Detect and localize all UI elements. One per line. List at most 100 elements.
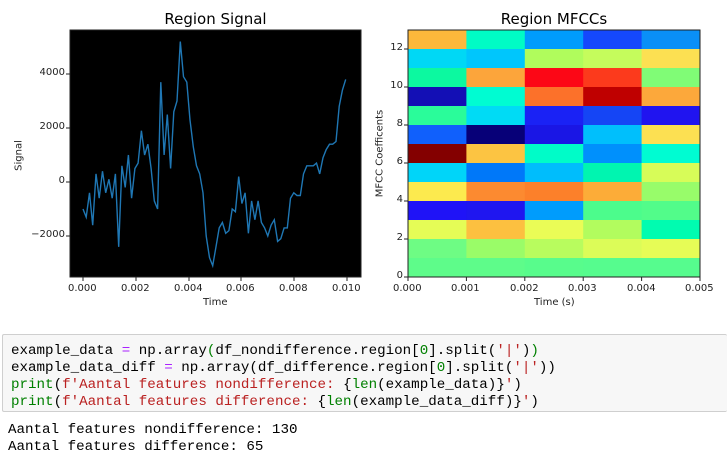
heatmap-cell — [524, 49, 584, 69]
mfcc-xlabel: Time (s) — [534, 297, 575, 308]
mfcc-y-tick-12: 12 — [390, 42, 403, 53]
heatmap-cell — [466, 163, 526, 183]
y-tick-2000: 2000 — [39, 121, 65, 132]
mfcc-x-tick-0.000: 0.000 — [393, 283, 422, 294]
heatmap-cell — [466, 49, 526, 69]
heatmap-cell — [466, 201, 526, 221]
heatmap-cell — [408, 239, 467, 259]
heatmap-cell — [524, 125, 584, 145]
heatmap-cell — [641, 163, 701, 183]
heatmap-cell — [583, 125, 643, 145]
heatmap-cell — [408, 106, 467, 126]
heatmap-cell — [466, 220, 526, 240]
heatmap-cell — [641, 144, 701, 164]
mfcc-y-tick-0: 0 — [396, 270, 403, 281]
heatmap-cell — [408, 258, 467, 278]
heatmap-cell — [466, 68, 526, 88]
heatmap-cell — [466, 30, 526, 50]
signal-line — [82, 41, 347, 269]
heatmap-cell — [524, 163, 584, 183]
heatmap-cell — [466, 239, 526, 259]
heatmap-cell — [524, 68, 584, 88]
heatmap-cell — [524, 239, 584, 259]
heatmap-cell — [466, 87, 526, 107]
heatmap-cell — [524, 220, 584, 240]
heatmap-cell — [408, 220, 467, 240]
heatmap-cell — [583, 87, 643, 107]
heatmap-cell — [641, 220, 701, 240]
heatmap-cell — [641, 68, 701, 88]
heatmap-cell — [408, 144, 467, 164]
heatmap-cell — [408, 68, 467, 88]
x-tick-0.008: 0.008 — [279, 283, 308, 294]
heatmap-cell — [641, 106, 701, 126]
output-line-difference: Aantal features difference: 65 — [8, 439, 264, 455]
code-cell[interactable]: example_data = np.array(df_nondifference… — [2, 334, 727, 412]
heatmap-cell — [524, 106, 584, 126]
heatmap-cell — [641, 30, 701, 50]
heatmap-cell — [583, 239, 643, 259]
heatmap-cell — [408, 87, 467, 107]
y-tick-4000: 4000 — [39, 67, 65, 78]
heatmap-cell — [583, 220, 643, 240]
code-line: example_data_diff = np.array(df_differen… — [11, 360, 556, 376]
heatmap-cell — [583, 182, 643, 202]
code-line: print(f'Aantal features nondifference: {… — [11, 377, 522, 393]
heatmap-cell — [408, 182, 467, 202]
code-line: print(f'Aantal features difference: {len… — [11, 394, 539, 410]
mfcc-ylabel: MFCC Coefficents — [374, 109, 386, 198]
heatmap-cell — [524, 182, 584, 202]
heatmap-cell — [641, 125, 701, 145]
heatmap-cell — [583, 68, 643, 88]
heatmap-cell — [408, 49, 467, 69]
mfcc-y-tick-6: 6 — [396, 156, 403, 167]
output-line-nondifference: Aantal features nondifference: 130 — [8, 422, 298, 438]
heatmap-cell — [524, 30, 584, 50]
heatmap-cell — [583, 30, 643, 50]
left-ylabel: Signal — [13, 140, 25, 171]
left-plot-title: Region Signal — [164, 10, 267, 28]
heatmap-cell — [641, 239, 701, 259]
heatmap-cell — [641, 49, 701, 69]
heatmap-cell — [641, 87, 701, 107]
mfcc-x-tick-0.005: 0.005 — [685, 283, 714, 294]
heatmap-cell — [466, 144, 526, 164]
mfcc-x-tick-0.002: 0.002 — [510, 283, 539, 294]
mfcc-x-tick-0.003: 0.003 — [568, 283, 597, 294]
heatmap-cell — [524, 258, 584, 278]
heatmap-cell — [466, 182, 526, 202]
heatmap-cell — [583, 201, 643, 221]
right-plot-title: Region MFCCs — [500, 10, 608, 28]
heatmap-cell — [583, 258, 643, 278]
heatmap-cell — [466, 125, 526, 145]
heatmap-cell — [408, 30, 467, 50]
mfcc-y-tick-2: 2 — [396, 232, 403, 243]
heatmap-cell — [641, 201, 701, 221]
left-xlabel: Time — [203, 297, 228, 308]
y-tick-0: 0 — [58, 175, 65, 186]
figure-output: Region Signal 4000 2000 0 −2000 0.000 0.… — [13, 10, 714, 308]
mfcc-x-tick-0.001: 0.001 — [451, 283, 480, 294]
y-tick-neg2000: −2000 — [31, 229, 65, 240]
heatmap-cell — [408, 201, 467, 221]
heatmap-cell — [583, 144, 643, 164]
mfcc-heatmap — [404, 29, 701, 281]
x-tick-0.010: 0.010 — [332, 283, 361, 294]
mfcc-x-tick-0.004: 0.004 — [627, 283, 656, 294]
heatmap-cell — [466, 106, 526, 126]
heatmap-cell — [524, 144, 584, 164]
heatmap-cell — [583, 49, 643, 69]
heatmap-cell — [641, 258, 701, 278]
heatmap-cell — [583, 163, 643, 183]
heatmap-cell — [524, 201, 584, 221]
heatmap-cell — [408, 163, 467, 183]
code-line: example_data = np.array(df_nondifference… — [11, 343, 539, 359]
x-tick-0.000: 0.000 — [68, 283, 97, 294]
signal-plot-axes — [66, 29, 362, 281]
x-tick-0.006: 0.006 — [226, 283, 255, 294]
heatmap-cell — [466, 258, 526, 278]
x-tick-0.002: 0.002 — [121, 283, 150, 294]
heatmap-cell — [524, 87, 584, 107]
x-tick-0.004: 0.004 — [174, 283, 203, 294]
mfcc-y-tick-8: 8 — [396, 118, 403, 129]
